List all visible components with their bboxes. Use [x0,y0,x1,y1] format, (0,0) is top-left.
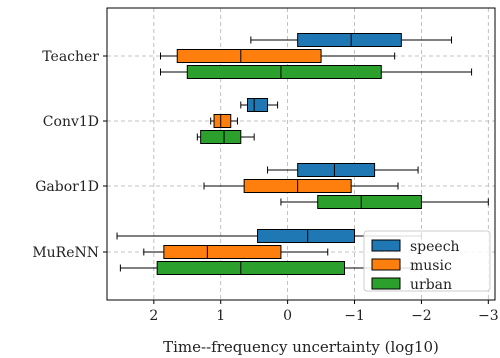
y-tick-label: Gabor1D [35,179,99,195]
box-music-gabor1d [203,179,399,193]
box-urban-gabor1d [280,195,489,209]
legend-label-urban: urban [410,277,452,293]
box-music-murenn [143,245,329,259]
box-music-conv1d [210,114,238,128]
legend: speech music urban [363,230,491,293]
iqr-box [200,130,242,144]
iqr-box [317,195,422,209]
axis-ticks: 2 1 0 −1 −2 −3 Teacher Conv1D Gabor1D MuReNN [32,49,498,324]
x-tick-label: 0 [283,308,292,324]
legend-label-music: music [410,258,452,274]
iqr-box [156,261,345,275]
legend-swatch-music [371,258,401,271]
iqr-box [213,114,232,128]
iqr-box [163,245,282,259]
iqr-box [246,98,269,112]
y-tick-label: Teacher [42,49,99,65]
box-speech-teacher [250,33,453,47]
iqr-box [176,49,322,63]
box-music-teacher [160,49,396,63]
iqr-box [297,163,376,177]
box-urban-teacher [160,65,473,79]
x-tick-label: 1 [216,308,225,324]
box-urban-conv1d [196,130,255,144]
iqr-box [297,33,402,47]
legend-swatch-speech [371,239,401,252]
box-speech-murenn [116,229,422,243]
x-axis-label: Time--frequency uncertainty (log10) [163,338,439,356]
boxes [116,33,489,275]
legend-swatch-urban [371,277,401,290]
plot-frame [106,7,496,301]
y-tick-label: Conv1D [43,114,99,130]
y-tick-label: MuReNN [32,245,99,261]
box-speech-gabor1d [267,163,419,177]
legend-label-speech: speech [410,239,460,255]
iqr-box [186,65,382,79]
x-tick-label: −2 [411,308,432,324]
x-tick-label: −3 [478,308,499,324]
box-speech-conv1d [240,98,279,112]
iqr-box [257,229,356,243]
x-tick-label: 2 [149,308,158,324]
x-tick-label: −1 [344,308,365,324]
